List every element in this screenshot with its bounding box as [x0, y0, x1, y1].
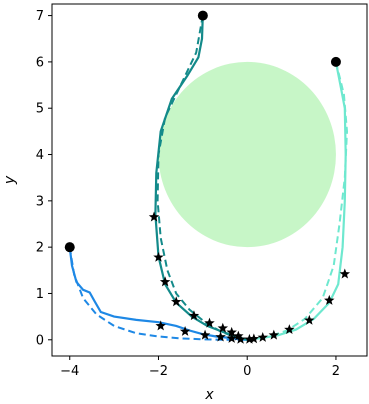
series-2-star-marker [284, 324, 295, 335]
series-2-star-marker [339, 268, 351, 279]
axes: −4 −2 0 2 0 1 2 3 4 5 6 7 [36, 3, 368, 379]
series-0-star-marker [155, 320, 166, 331]
series-2-star-marker [304, 314, 315, 325]
obstacle-circle [158, 61, 336, 248]
series-0-star-marker [199, 329, 211, 340]
y-tick-label: 2 [36, 241, 44, 256]
x-tick-label: −2 [149, 364, 168, 379]
series-1-star-marker [226, 326, 237, 337]
series-1-star-marker [188, 310, 200, 321]
series-1-star-marker [233, 330, 244, 341]
y-tick-label: 5 [36, 102, 44, 117]
series-0-start-point [64, 242, 75, 253]
series-1-star-marker [153, 251, 164, 262]
series-0-star-marker [179, 325, 191, 336]
series-1-star-marker [159, 276, 171, 287]
series-2-star-marker [257, 331, 268, 342]
series-0-star-marker [226, 332, 237, 343]
y-tick-label: 7 [36, 9, 44, 24]
series-1-star-marker [204, 317, 215, 328]
series-0-star-marker [215, 331, 226, 342]
series-2-star-marker [268, 329, 280, 340]
x-tick-label: −4 [60, 364, 79, 379]
series-2-star-marker [244, 333, 255, 344]
series-2-start-point [330, 56, 341, 67]
x-tick-label: 0 [243, 364, 251, 379]
y-axis-label: y [2, 175, 18, 185]
y-tick-label: 0 [36, 333, 44, 348]
plot-area [64, 10, 351, 344]
series-2-star-marker [248, 333, 260, 344]
x-axis-label: x [204, 387, 214, 403]
y-tick-label: 3 [36, 194, 44, 209]
y-tick-label: 1 [36, 287, 44, 302]
plot-frame [51, 3, 368, 357]
y-tick-label: 6 [36, 55, 44, 70]
series-2-star-marker [324, 294, 335, 305]
series-0-reference-line [68, 247, 248, 341]
x-tick-label: 2 [332, 364, 340, 379]
series-1-trajectory-line [154, 15, 248, 341]
series-1-star-marker [170, 296, 182, 307]
series-1-star-marker [148, 211, 160, 222]
series-2-trajectory-line [247, 61, 347, 341]
y-tick-label: 4 [36, 148, 44, 163]
series-1-start-point [197, 10, 208, 21]
series-1-star-marker [217, 322, 229, 333]
